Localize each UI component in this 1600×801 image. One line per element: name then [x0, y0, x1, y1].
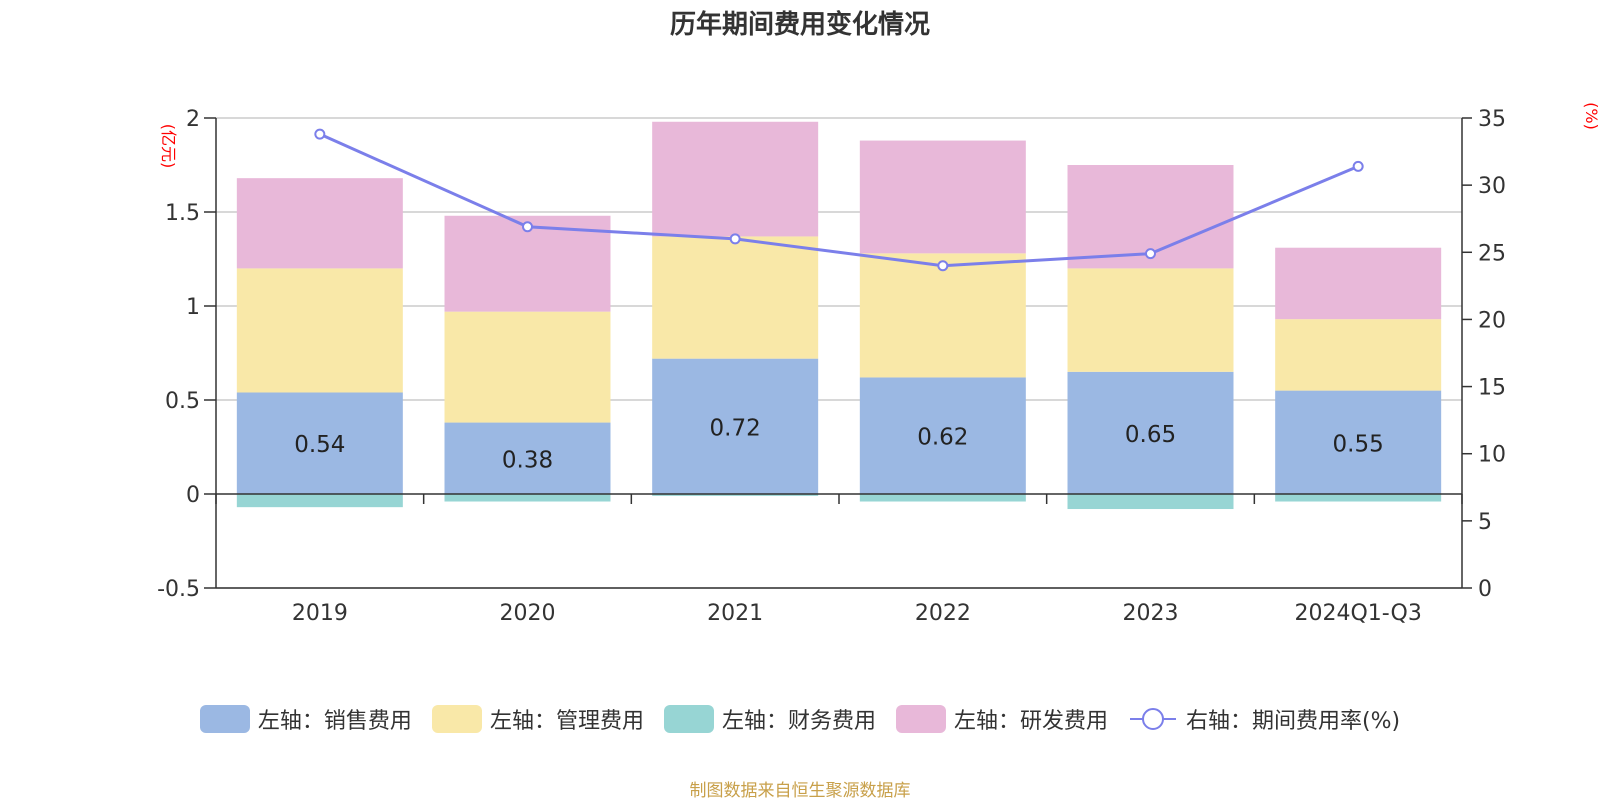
- data-label: 0.54: [294, 432, 345, 458]
- legend-label-finance: 左轴：财务费用: [721, 709, 876, 734]
- bar-segment: [1275, 390, 1442, 494]
- legend-item-rate[interactable]: 右轴：期间费用率(%): [1128, 703, 1400, 735]
- x-tick-label: 2022: [915, 601, 971, 626]
- bar-segment: [859, 140, 1026, 254]
- bar-segment: [859, 377, 1026, 494]
- bar-segment: [1275, 319, 1442, 391]
- legend-swatch-sales: [199, 705, 250, 733]
- source-note: 制图数据来自恒生聚源数据库: [689, 781, 911, 801]
- left-tick-label: 1.5: [165, 201, 200, 226]
- x-tick-label: 2021: [707, 601, 763, 626]
- x-tick-label: 2019: [292, 601, 348, 626]
- data-label: 0.72: [710, 415, 761, 441]
- left-tick-label: 0.5: [165, 389, 200, 414]
- bar-segment: [652, 236, 819, 359]
- data-label: 0.38: [502, 447, 553, 473]
- right-tick-label: 20: [1478, 308, 1506, 333]
- right-tick-label: 35: [1478, 107, 1506, 132]
- bar-segment: [1275, 247, 1442, 320]
- bar-segment: [444, 311, 611, 423]
- right-tick-label: 30: [1478, 174, 1506, 199]
- legend-item-rd[interactable]: 左轴：研发费用: [895, 703, 1108, 735]
- legend-label-rate: 右轴：期间费用率(%): [1185, 709, 1401, 734]
- x-axis: [215, 493, 1463, 504]
- legend-item-admin[interactable]: 左轴：管理费用: [431, 703, 644, 735]
- x-tick-label: 2024Q1-Q3: [1294, 601, 1421, 626]
- bar-segment: [859, 253, 1026, 378]
- bar-segment: [1067, 268, 1234, 372]
- legend: 左轴：销售费用 左轴：管理费用 左轴：财务费用 左轴：研发费用 右轴：期间费用率…: [0, 703, 1600, 735]
- rate-point: [522, 221, 533, 233]
- rate-line-group: [314, 128, 1364, 272]
- bar-segment: [444, 494, 611, 502]
- legend-swatch-rd: [895, 705, 946, 733]
- data-label: 0.62: [917, 425, 968, 451]
- bar-segment: [652, 358, 819, 494]
- bar-segment: [1275, 494, 1442, 502]
- x-tick-label: 2023: [1123, 601, 1179, 626]
- legend-label-sales: 左轴：销售费用: [257, 709, 412, 734]
- rate-point: [937, 260, 949, 272]
- bar-segment: [1067, 494, 1234, 510]
- chart-title: 历年期间费用变化情况: [669, 10, 930, 40]
- data-label: 0.55: [1333, 431, 1384, 457]
- legend-label-rd: 左轴：研发费用: [953, 709, 1108, 734]
- bar-segment: [859, 494, 1026, 502]
- bar-segment: [236, 494, 403, 508]
- grid-lines: [216, 117, 1462, 589]
- left-tick-label: 0: [186, 483, 200, 508]
- bar-segment: [652, 121, 819, 237]
- right-axis-unit: (%): [1582, 102, 1600, 130]
- right-tick-label: 10: [1478, 443, 1506, 468]
- legend-line-icon: [1129, 708, 1176, 730]
- bar-segment: [444, 422, 611, 494]
- bar-segment: [236, 178, 403, 269]
- right-tick-label: 5: [1478, 510, 1492, 535]
- rate-point: [729, 233, 741, 245]
- left-tick-label: 1: [186, 295, 200, 320]
- legend-swatch-admin: [431, 705, 482, 733]
- right-tick-label: 0: [1478, 577, 1492, 602]
- rate-point: [314, 128, 326, 140]
- rate-point: [1352, 160, 1364, 172]
- data-label: 0.65: [1125, 422, 1176, 448]
- bar-segment: [236, 268, 403, 393]
- legend-label-admin: 左轴：管理费用: [489, 709, 644, 734]
- rate-line: [319, 132, 1359, 268]
- left-tick-label: 2: [186, 107, 200, 132]
- left-tick-label: -0.5: [157, 577, 200, 602]
- legend-item-sales[interactable]: 左轴：销售费用: [199, 703, 412, 735]
- x-tick-label: 2020: [500, 601, 556, 626]
- right-tick-label: 25: [1478, 241, 1506, 266]
- left-axis-unit: (亿元): [159, 124, 178, 169]
- bar-segment: [236, 392, 403, 494]
- rate-point: [1145, 248, 1156, 260]
- bar-segment: [1067, 371, 1234, 494]
- bars-group: [236, 121, 1442, 510]
- legend-item-finance[interactable]: 左轴：财务费用: [663, 703, 876, 735]
- data-labels: 0.54 0.38 0.72 0.62 0.65 0.55: [294, 415, 1384, 473]
- legend-swatch-finance: [663, 705, 714, 733]
- bar-segment: [652, 494, 819, 496]
- right-tick-label: 15: [1478, 376, 1506, 401]
